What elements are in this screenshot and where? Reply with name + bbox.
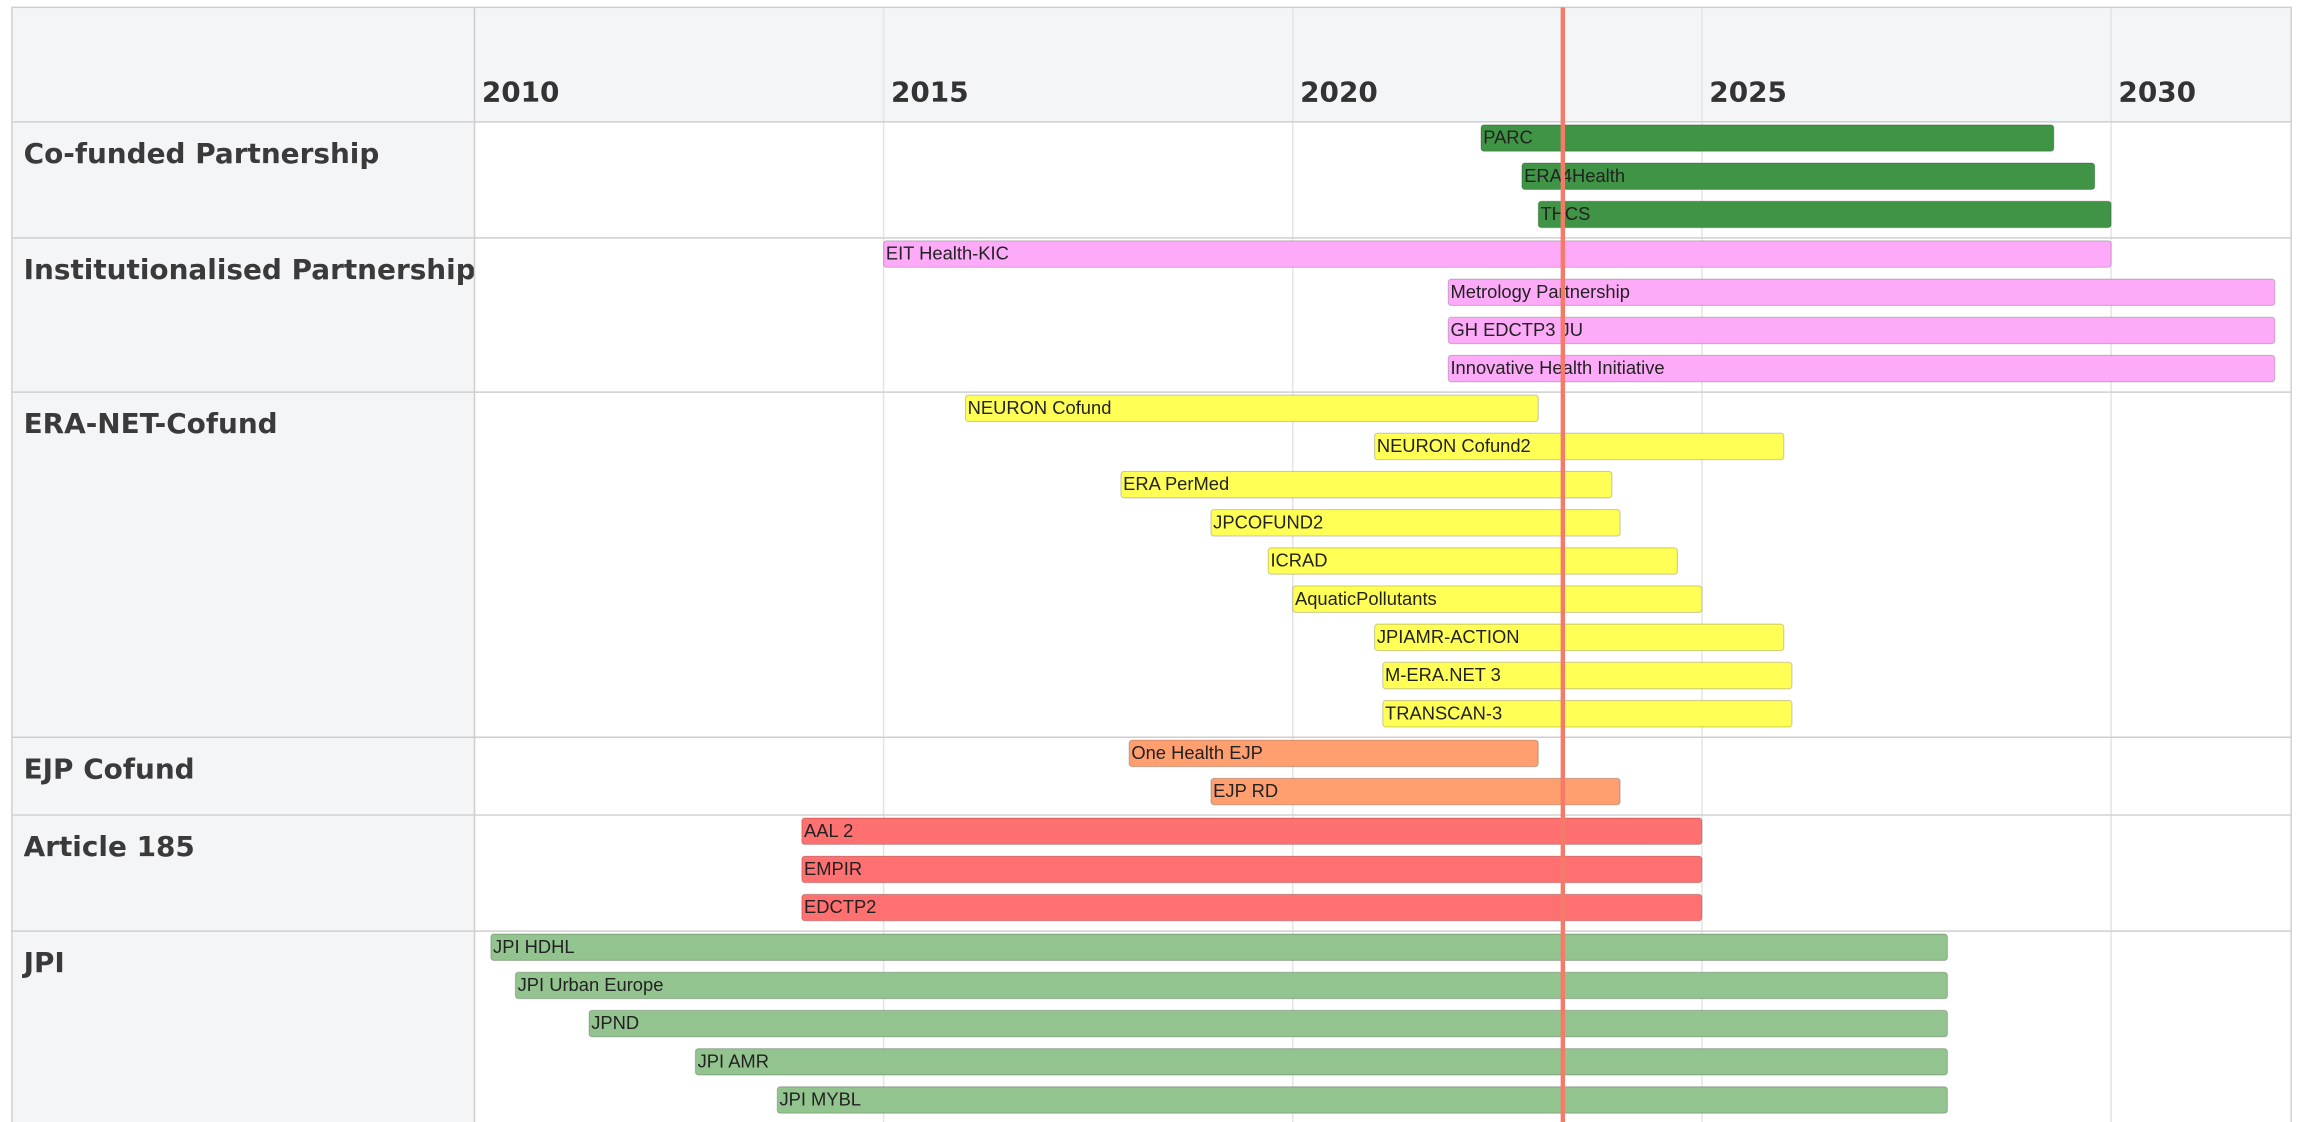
group-label: Co-funded Partnership	[24, 137, 380, 170]
task-label: JPI Urban Europe	[518, 974, 664, 995]
task-label: Innovative Health Initiative	[1450, 357, 1664, 378]
task-bar	[588, 1009, 1949, 1038]
task-bar	[694, 1047, 1949, 1076]
x-tick-label: 2030	[2118, 75, 2196, 108]
task-label: NEURON Cofund2	[1377, 435, 1531, 456]
rows: Co-funded Partnership Institutionalised P…	[11, 6, 2292, 1122]
bars: PARC ERA4Health THCS EIT Health-KIC Metrolog…	[490, 124, 2276, 1114]
task-bar	[883, 240, 2112, 268]
task-bar	[1447, 354, 2276, 383]
task-bar	[514, 971, 1949, 1000]
task-bar	[1537, 200, 2112, 229]
task-label: JPIAMR-ACTION	[1377, 626, 1520, 647]
group-label: Institutionalised Partnership	[24, 253, 476, 286]
x-tick-label: 2010	[482, 75, 560, 108]
x-tick-label: 2015	[891, 75, 969, 108]
overlay: 2010 2015 2020 2025 2030	[482, 7, 2196, 1122]
task-bar	[1447, 316, 2276, 345]
task-label: EIT Health-KIC	[886, 243, 1009, 264]
task-label: EMPIR	[804, 858, 862, 879]
task-label: JPI MYBL	[779, 1089, 861, 1110]
group-label: ERA-NET-Cofund	[24, 407, 278, 440]
task-label: THCS	[1540, 203, 1590, 224]
task-bar	[490, 933, 1949, 962]
task-bar	[1267, 547, 1678, 575]
x-tick-label: 2020	[1300, 75, 1378, 108]
task-bar	[1210, 777, 1621, 806]
task-bar	[1382, 699, 1793, 728]
task-bar	[1374, 432, 1785, 461]
task-bar	[1210, 509, 1621, 537]
task-bar	[1480, 124, 2055, 152]
task-label: ICRAD	[1270, 550, 1327, 571]
task-label: ERA4Health	[1524, 165, 1625, 186]
task-label: JPND	[591, 1012, 639, 1033]
group-label: EJP Cofund	[24, 752, 195, 785]
frame	[11, 6, 2292, 1122]
task-label: JPI HDHL	[493, 936, 575, 957]
task-label: EJP RD	[1213, 780, 1278, 801]
task-bar	[801, 893, 1703, 922]
task-bar	[1521, 162, 2096, 191]
group-label: JPI	[22, 946, 65, 979]
task-label: ERA PerMed	[1123, 473, 1229, 494]
x-tick-label: 2025	[1709, 75, 1787, 108]
task-label: JPCOFUND2	[1213, 511, 1323, 532]
task-bar	[776, 1086, 1949, 1114]
task-label: PARC	[1483, 127, 1533, 148]
task-bar	[964, 394, 1539, 423]
task-label: Metrology Partnership	[1450, 281, 1629, 302]
group-label: Article 185	[24, 830, 195, 863]
task-bar	[1292, 585, 1703, 613]
task-bar	[801, 817, 1703, 846]
task-bar	[801, 855, 1703, 884]
task-label: One Health EJP	[1131, 742, 1263, 763]
task-label: EDCTP2	[804, 896, 876, 917]
task-label: TRANSCAN-3	[1385, 702, 1502, 723]
task-label: AquaticPollutants	[1295, 588, 1437, 609]
task-label: M-ERA.NET 3	[1385, 664, 1501, 685]
task-bar	[1447, 278, 2276, 307]
task-label: JPI AMR	[698, 1050, 769, 1071]
task-label: GH EDCTP3 JU	[1450, 319, 1583, 340]
task-bar	[1374, 623, 1785, 652]
task-bar	[1120, 470, 1613, 499]
task-label: NEURON Cofund	[968, 397, 1112, 418]
task-label: AAL 2	[804, 820, 853, 841]
task-bar	[1382, 661, 1793, 690]
task-bar	[1128, 739, 1539, 768]
